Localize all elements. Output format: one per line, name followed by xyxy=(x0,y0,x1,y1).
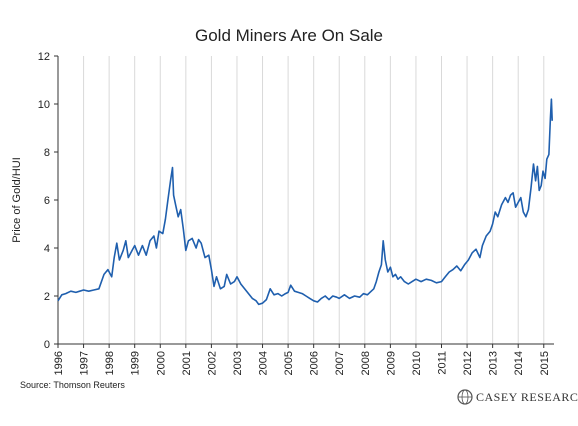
x-tick-label-2011: 2011 xyxy=(437,351,449,375)
x-tick-label-2015: 2015 xyxy=(539,351,551,375)
x-tick-label-2003: 2003 xyxy=(232,351,244,375)
x-tick-label-2013: 2013 xyxy=(488,351,500,375)
series-line-0 xyxy=(57,98,553,306)
series-group xyxy=(57,98,553,306)
y-tick-label-8: 8 xyxy=(44,147,50,159)
x-tick-label-2001: 2001 xyxy=(181,351,193,375)
y-tick-label-4: 4 xyxy=(44,243,50,255)
y-axis-label: Price of Gold/HUI xyxy=(11,157,23,243)
x-tick-label-1997: 1997 xyxy=(79,351,91,375)
x-tick-label-2012: 2012 xyxy=(462,351,474,375)
y-tick-label-6: 6 xyxy=(44,195,50,207)
y-tick-label-10: 10 xyxy=(38,99,50,111)
x-tick-label-1996: 1996 xyxy=(53,351,65,375)
x-tick-label-2000: 2000 xyxy=(155,351,167,375)
x-tick-label-2010: 2010 xyxy=(411,351,423,375)
x-tick-label-1999: 1999 xyxy=(130,351,142,375)
source-note: Source: Thomson Reuters xyxy=(20,380,125,390)
axes xyxy=(54,55,554,348)
y-tick-label-2: 2 xyxy=(44,291,50,303)
x-tick-labels: 1996 1997 1998 1999 2000 2001 2002 2003 2004 2005… xyxy=(53,351,551,375)
x-tick-label-2002: 2002 xyxy=(206,351,218,375)
x-tick-label-2014: 2014 xyxy=(513,351,525,375)
y-tick-label-12: 12 xyxy=(38,51,50,63)
chart-title: Gold Miners Are On Sale xyxy=(195,26,383,45)
x-tick-label-2007: 2007 xyxy=(334,351,346,375)
y-tick-labels: 0 2 4 6 8 10 12 xyxy=(38,51,50,351)
x-tick-label-2004: 2004 xyxy=(258,351,270,375)
grid-lines xyxy=(57,56,545,344)
x-tick-label-2008: 2008 xyxy=(360,351,372,375)
logo-text: CASEY RESEARCH xyxy=(476,390,578,404)
y-tick-label-0: 0 xyxy=(44,339,50,351)
x-tick-label-1998: 1998 xyxy=(104,351,116,375)
x-tick-label-2009: 2009 xyxy=(385,351,397,375)
x-tick-label-2006: 2006 xyxy=(309,351,321,375)
casey-research-logo: CASEY RESEARCH xyxy=(457,389,578,405)
x-tick-label-2005: 2005 xyxy=(283,351,295,375)
